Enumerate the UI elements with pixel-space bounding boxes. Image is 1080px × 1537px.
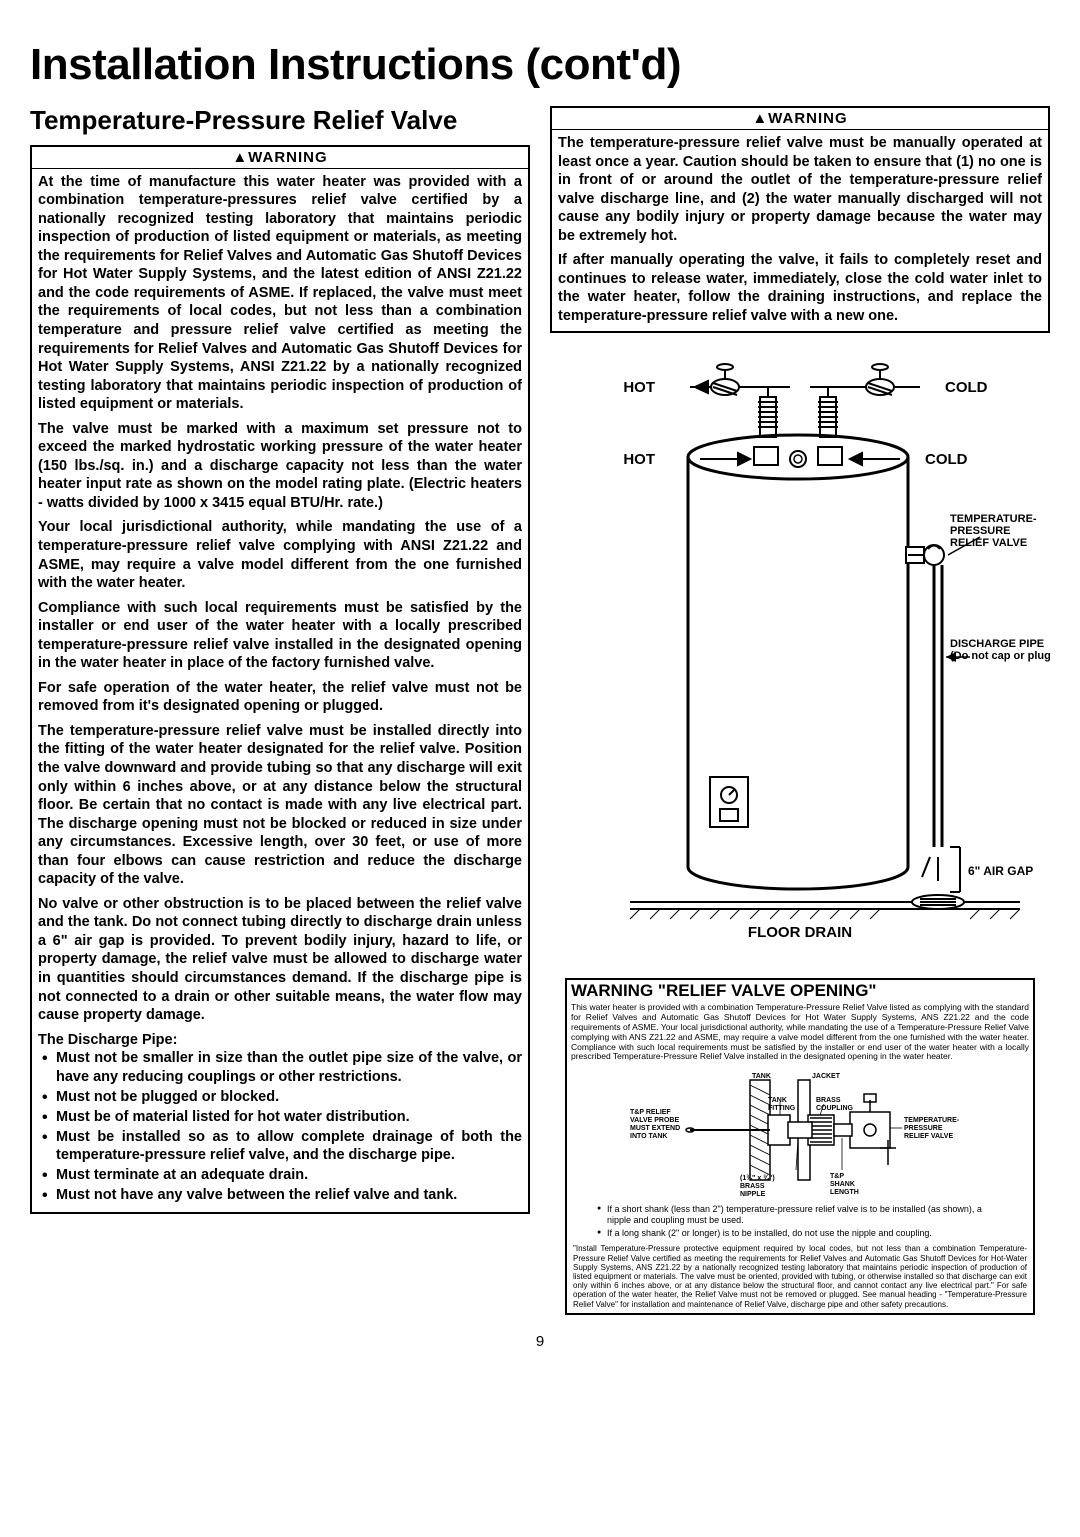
shank-label: T&PSHANKLENGTH	[830, 1173, 859, 1196]
valve-detail-diagram: TANK JACKET TANKFITTING BRASSCOUPLING T&…	[620, 1070, 980, 1200]
detail-warning-quoted: "RELIEF VALVE OPENING"	[658, 981, 877, 1000]
bullet-item: Must not be plugged or blocked.	[40, 1088, 522, 1107]
air-gap-label: 6" AIR GAP	[968, 864, 1033, 878]
tank-label: TANK	[752, 1073, 771, 1080]
floor-drain-label: FLOOR DRAIN	[748, 924, 852, 941]
detail-warning-heading: WARNING	[571, 981, 653, 1000]
jacket-label: JACKET	[812, 1073, 841, 1080]
cold-mid-label: COLD	[925, 451, 968, 468]
page-number: 9	[30, 1333, 1050, 1350]
detail-note: If a short shank (less than 2") temperat…	[597, 1204, 1003, 1226]
valve-probe-label: T&P RELIEF VALVE PROBE MUST EXTEND INTO …	[630, 1109, 682, 1140]
brass-nipple-label: (1¾" x ¾") BRASS NIPPLE	[740, 1174, 777, 1198]
bullet-item: Must not be smaller in size than the out…	[40, 1049, 522, 1087]
warning-paragraph: If after manually operating the valve, i…	[558, 251, 1042, 325]
right-warning-body: The temperature-pressure relief valve mu…	[552, 130, 1048, 331]
warning-paragraph: No valve or other obstruction is to be p…	[38, 895, 522, 1025]
water-heater-diagram: HOT COLD	[550, 347, 1050, 967]
hot-mid-label: HOT	[623, 451, 655, 468]
relief-valve-opening-box: WARNING "RELIEF VALVE OPENING" This wate…	[565, 978, 1035, 1314]
bullet-item: Must terminate at an adequate drain.	[40, 1166, 522, 1185]
warning-paragraph: Your local jurisdictional authority, whi…	[38, 518, 522, 592]
warning-paragraph: At the time of manufacture this water he…	[38, 173, 522, 414]
discharge-pipe-label: The Discharge Pipe:	[38, 1031, 522, 1050]
tank-fitting-label: TANKFITTING	[768, 1097, 796, 1112]
detail-footer: "Install Temperature-Pressure protective…	[567, 1240, 1033, 1312]
bullet-item: Must be installed so as to allow complet…	[40, 1128, 522, 1166]
warning-paragraph: For safe operation of the water heater, …	[38, 679, 522, 716]
discharge-pipe-bullets: Must not be smaller in size than the out…	[38, 1049, 522, 1205]
cold-top-label: COLD	[945, 379, 988, 396]
detail-note: If a long shank (2" or longer) is to be …	[597, 1228, 1003, 1239]
bullet-item: Must not have any valve between the reli…	[40, 1186, 522, 1205]
right-column: WARNING The temperature-pressure relief …	[550, 106, 1050, 1315]
detail-warning-title: WARNING "RELIEF VALVE OPENING"	[567, 980, 1033, 1001]
discharge-label: DISCHARGE PIPE (Do not cap or plug)	[950, 638, 1050, 662]
warning-paragraph: The temperature-pressure relief valve mu…	[558, 134, 1042, 245]
warning-paragraph: The temperature-pressure relief valve mu…	[38, 722, 522, 889]
left-warning-body: At the time of manufacture this water he…	[32, 169, 528, 1212]
warning-paragraph: The valve must be marked with a maximum …	[38, 420, 522, 513]
section-title: Temperature-Pressure Relief Valve	[30, 106, 530, 135]
tpr-valve2-label: TEMPERATURE- PRESSURE RELIEF VALVE	[904, 1117, 961, 1140]
bullet-item: Must be of material listed for hot water…	[40, 1108, 522, 1127]
warning-header: WARNING	[552, 108, 1048, 130]
warning-paragraph: Compliance with such local requirements …	[38, 599, 522, 673]
left-warning-box: WARNING At the time of manufacture this …	[30, 145, 530, 1214]
page-main-title: Installation Instructions (cont'd)	[30, 40, 1050, 90]
tpr-valve-label: TEMPERATURE- PRESSURE RELIEF VALVE	[950, 513, 1040, 549]
detail-notes: If a short shank (less than 2") temperat…	[567, 1204, 1033, 1238]
hot-top-label: HOT	[623, 379, 655, 396]
warning-header: WARNING	[32, 147, 528, 169]
two-column-layout: Temperature-Pressure Relief Valve WARNIN…	[30, 106, 1050, 1315]
left-column: Temperature-Pressure Relief Valve WARNIN…	[30, 106, 530, 1315]
right-warning-box: WARNING The temperature-pressure relief …	[550, 106, 1050, 333]
main-diagram: HOT COLD	[550, 347, 1050, 972]
detail-warning-text: This water heater is provided with a com…	[567, 1001, 1033, 1066]
